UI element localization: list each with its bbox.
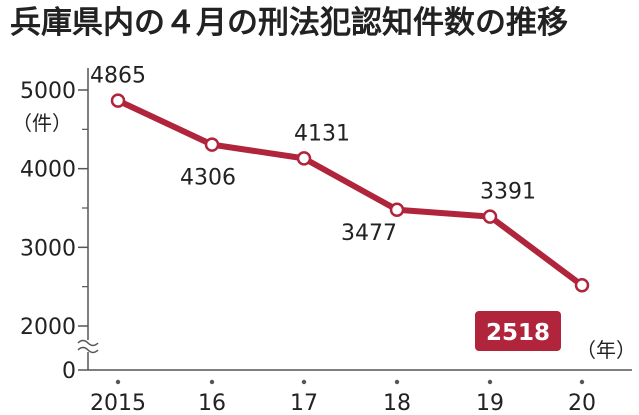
axes: 0 2000 3000 4000 5000 （件） 2015 16 17 18 19 20 （年） [12,68,636,415]
x-tick [394,379,400,385]
chart-title: 兵庫県内の４月の刑法犯認知件数の推移 [10,5,568,41]
axis-break-mark [77,339,99,347]
data-point [389,202,405,218]
data-point [482,209,498,224]
series-polyline [115,97,585,289]
data-label: 3391 [480,180,536,205]
data-labels: 4865 4306 4131 3477 3391 2518 [90,64,561,351]
x-tick-label: 19 [476,391,504,415]
data-point [110,93,126,108]
x-tick-label: 16 [198,391,226,415]
series-line [115,97,585,289]
y-tick-label: 4000 [20,158,76,183]
x-axis-unit: （年） [576,338,636,362]
y-tick-label: 3000 [20,236,76,261]
data-point [574,278,590,293]
x-tick [301,379,307,385]
data-label-highlight: 2518 [486,320,550,346]
y-tick-label: 5000 [20,79,76,104]
x-tick-label: 2015 [90,391,146,415]
y-tick-label: 0 [62,359,76,384]
data-label: 3477 [341,221,397,246]
y-axis-unit: （件） [12,111,72,135]
data-label: 4865 [90,64,146,89]
highlight-label-box [475,311,561,351]
x-tick [115,379,121,385]
data-points [110,93,590,293]
x-tick-label: 18 [383,391,411,415]
y-tick-label: 2000 [20,315,76,340]
data-point [296,151,312,166]
x-tick [209,379,215,385]
x-tick-label: 20 [568,391,596,415]
x-tick [487,379,493,385]
x-tick-label: 17 [290,391,318,415]
data-point [204,137,220,152]
data-label: 4306 [180,166,236,191]
x-tick [579,379,585,385]
data-label: 4131 [294,121,350,146]
axis-break-mark [77,346,99,354]
